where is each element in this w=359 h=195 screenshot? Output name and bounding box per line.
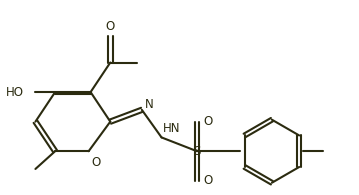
Text: N: N [145, 98, 154, 111]
Text: HO: HO [6, 86, 24, 99]
Text: S: S [193, 145, 201, 158]
Text: O: O [106, 20, 115, 33]
Text: HN: HN [163, 122, 180, 136]
Text: O: O [92, 156, 101, 169]
Text: O: O [203, 115, 212, 128]
Text: O: O [203, 174, 212, 187]
